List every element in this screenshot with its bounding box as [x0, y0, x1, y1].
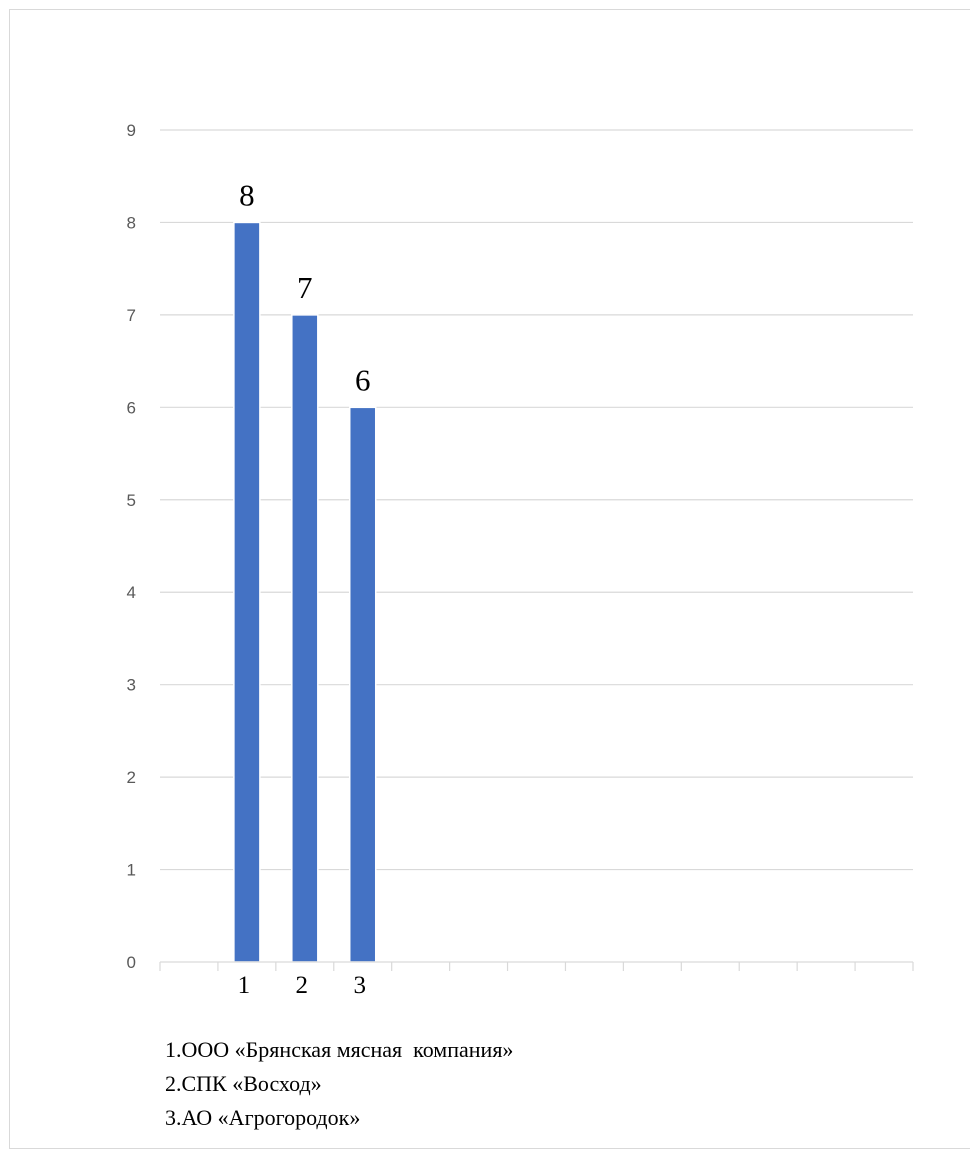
y-tick-label: 6: [127, 398, 136, 417]
data-labels: 8 7 6: [239, 177, 370, 397]
x-category-label: 3: [353, 972, 366, 999]
data-label: 8: [239, 177, 255, 212]
chart-frame: [9, 9, 970, 1149]
y-tick-label: 2: [127, 768, 136, 787]
y-tick-label: 1: [127, 861, 136, 880]
gridlines: [160, 129, 913, 871]
data-label: 6: [355, 362, 371, 397]
legend: 1.ООО «Брянская мясная компания» 2.СПК «…: [165, 1033, 513, 1135]
bar: [291, 314, 319, 963]
x-axis-labels: 1 2 3: [238, 972, 366, 999]
bars: [233, 221, 377, 963]
y-tick-label: 7: [127, 306, 136, 325]
data-label: 7: [297, 270, 313, 305]
x-category-label: 1: [238, 972, 251, 999]
y-tick-label: 0: [127, 953, 136, 972]
legend-item-1: 1.ООО «Брянская мясная компания»: [165, 1037, 514, 1062]
x-category-label: 2: [296, 972, 309, 999]
legend-item-3: 3.АО «Агрогородок»: [165, 1105, 361, 1130]
bar: [233, 221, 261, 963]
y-axis-ticks: 0 1 2 3 4 5 6 7 8 9: [127, 121, 136, 972]
bar-chart: 0 1 2 3 4 5 6 7 8 9 1 2 3 8 7 6: [127, 121, 914, 999]
y-tick-label: 3: [127, 676, 136, 695]
bar: [348, 406, 377, 963]
y-tick-label: 9: [127, 121, 136, 140]
y-tick-label: 5: [127, 491, 136, 510]
y-tick-label: 8: [127, 213, 136, 232]
y-tick-label: 4: [127, 583, 136, 602]
legend-item-2: 2.СПК «Восход»: [165, 1071, 322, 1096]
x-axis: [159, 961, 914, 971]
